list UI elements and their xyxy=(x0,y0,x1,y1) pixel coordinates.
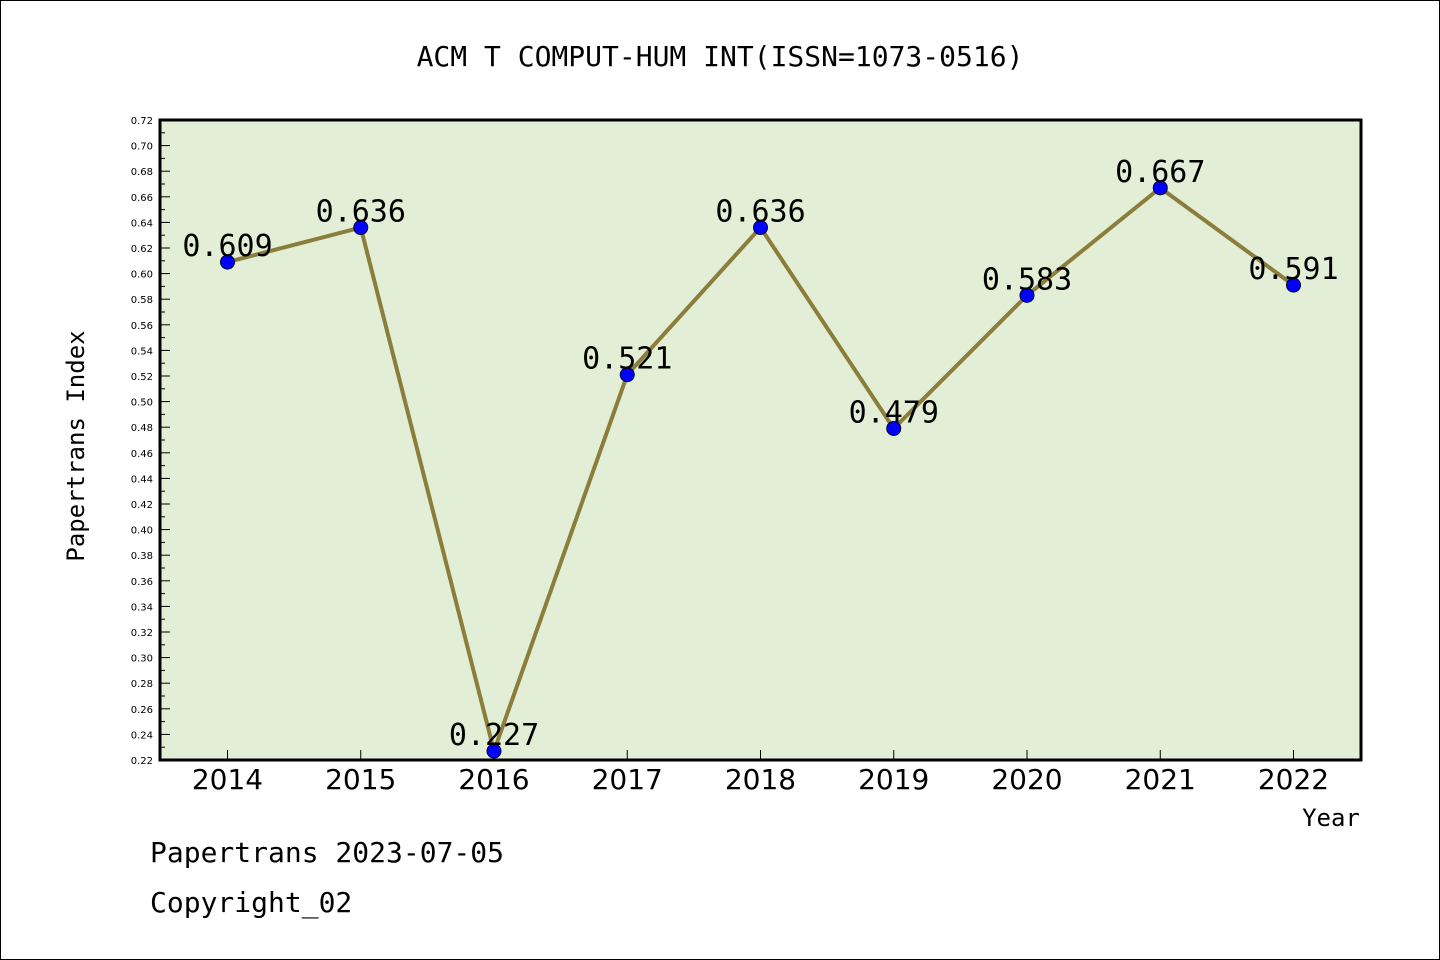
y-tick-label: 0.38 xyxy=(131,551,153,562)
x-tick-label: 2018 xyxy=(725,763,796,796)
data-point xyxy=(486,743,502,759)
plot-border xyxy=(158,118,1363,762)
y-tick-label: 0.30 xyxy=(131,654,153,665)
y-tick-label: 0.68 xyxy=(131,167,153,178)
footer-copyright: Copyright_02 xyxy=(150,886,353,919)
data-point xyxy=(886,420,902,436)
y-tick-label: 0.62 xyxy=(131,244,153,255)
x-tick-label: 2014 xyxy=(192,763,263,796)
y-tick-label: 0.22 xyxy=(131,756,153,767)
y-tick-label: 0.66 xyxy=(131,193,153,204)
footer-source: Papertrans 2023-07-05 xyxy=(150,836,505,869)
y-tick-label: 0.34 xyxy=(131,602,153,613)
y-tick-label: 0.58 xyxy=(131,295,153,306)
y-tick-label: 0.42 xyxy=(131,500,153,511)
y-tick-label: 0.60 xyxy=(131,270,153,281)
y-tick-label: 0.26 xyxy=(131,705,153,716)
y-tick-label: 0.36 xyxy=(131,577,153,588)
x-tick-label: 2015 xyxy=(325,763,396,796)
data-point xyxy=(1286,277,1301,293)
data-label: 0.227 xyxy=(449,718,539,753)
y-tick-label: 0.28 xyxy=(131,679,153,690)
data-point xyxy=(220,254,235,270)
y-tick-label: 0.54 xyxy=(131,346,153,357)
y-tick-label: 0.56 xyxy=(131,321,153,332)
y-tick-label: 0.70 xyxy=(131,142,153,153)
y-tick-label: 0.24 xyxy=(131,730,153,741)
y-tick-label: 0.52 xyxy=(131,372,153,383)
x-tick-label: 2016 xyxy=(458,763,529,796)
x-axis-label: Year xyxy=(1302,804,1360,832)
x-tick-label: 2020 xyxy=(991,763,1062,796)
y-tick-label: 0.64 xyxy=(131,218,153,229)
data-point xyxy=(353,220,369,236)
x-tick-label: 2019 xyxy=(858,763,929,796)
x-tick-label: 2022 xyxy=(1258,763,1329,796)
data-label: 0.609 xyxy=(182,229,272,264)
x-tick-label: 2017 xyxy=(592,763,663,796)
data-point xyxy=(753,220,768,236)
data-label: 0.636 xyxy=(316,195,406,230)
data-point xyxy=(1152,180,1168,196)
data-label: 0.667 xyxy=(1115,155,1205,190)
y-tick-label: 0.32 xyxy=(131,628,153,639)
data-label: 0.591 xyxy=(1248,252,1338,287)
data-label: 0.521 xyxy=(582,342,672,377)
y-tick-label: 0.46 xyxy=(131,449,153,460)
chart-title: ACM T COMPUT-HUM INT(ISSN=1073-0516) xyxy=(417,40,1024,73)
y-tick-label: 0.40 xyxy=(131,526,153,537)
y-axis-label: Papertrans Index xyxy=(62,330,90,561)
data-point xyxy=(619,367,635,383)
x-tick-label: 2021 xyxy=(1125,763,1196,796)
data-label: 0.583 xyxy=(982,262,1072,297)
data-label: 0.636 xyxy=(715,195,805,230)
y-tick-label: 0.48 xyxy=(131,423,153,434)
y-tick-label: 0.44 xyxy=(131,474,153,485)
y-tick-label: 0.50 xyxy=(131,398,153,409)
data-point xyxy=(1019,287,1035,303)
y-tick-label: 0.72 xyxy=(131,116,153,127)
data-label: 0.479 xyxy=(849,395,939,430)
